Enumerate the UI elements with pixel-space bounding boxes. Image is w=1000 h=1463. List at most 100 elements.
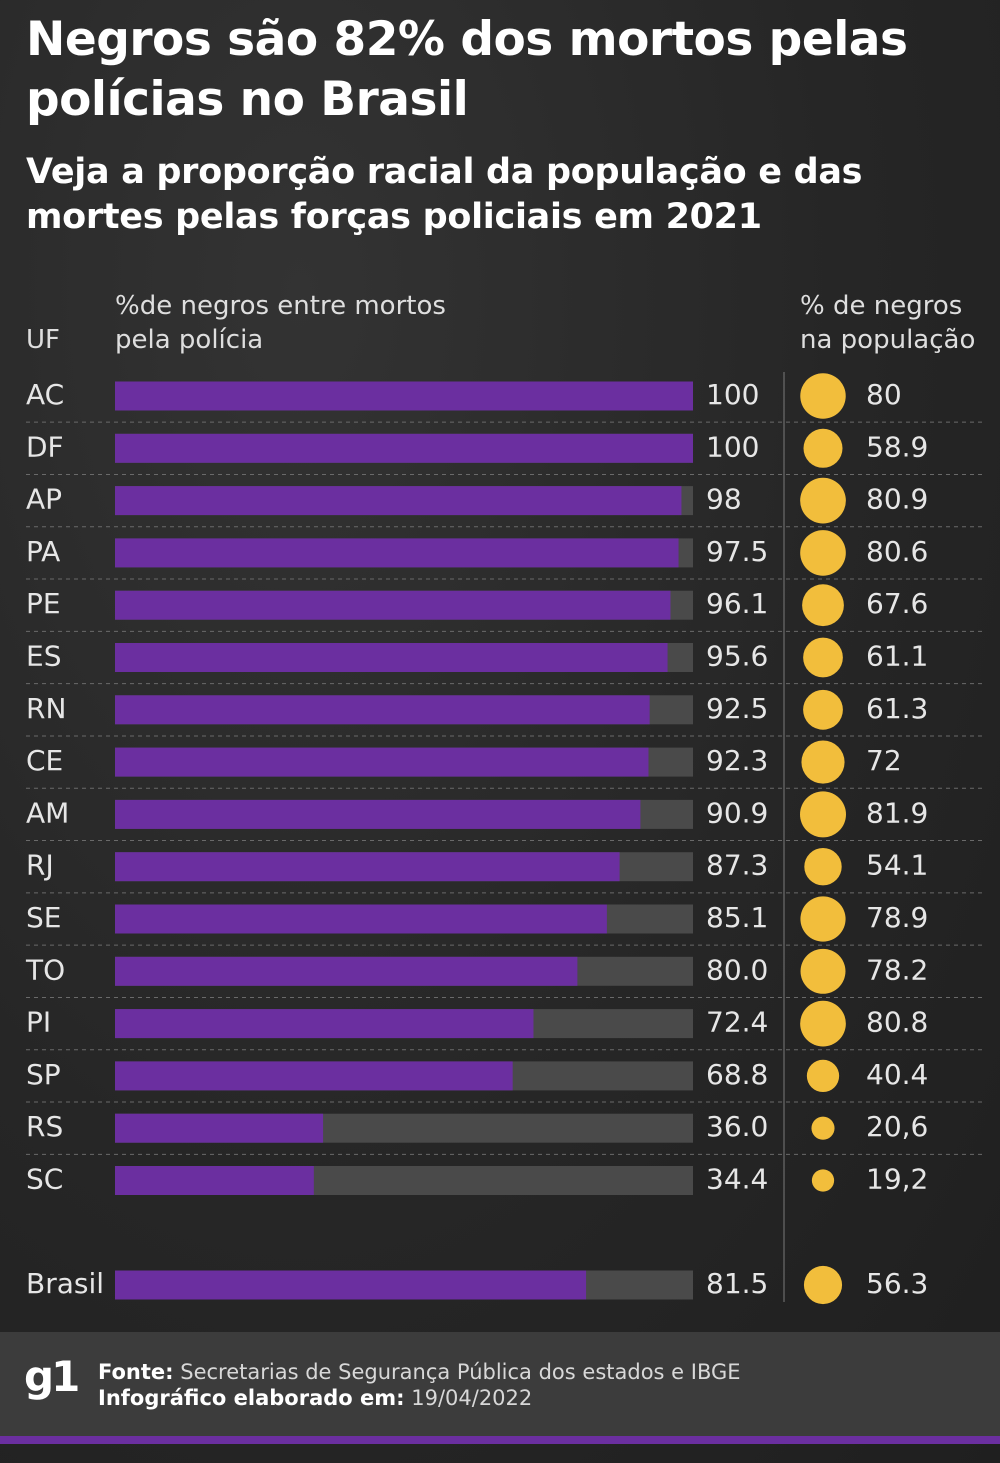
population-value-label: 40.4: [866, 1058, 928, 1091]
bar: [115, 486, 682, 516]
category-label: ES: [26, 640, 61, 673]
bar: [115, 1113, 324, 1143]
bar: [115, 1166, 314, 1195]
population-dot: [803, 1265, 843, 1305]
category-label: AC: [26, 378, 64, 411]
bar: [115, 799, 641, 829]
bar: [115, 747, 649, 777]
category-label: Brasil: [26, 1267, 104, 1300]
population-dot: [800, 896, 846, 942]
population-dot: [803, 637, 843, 678]
g1-logo: g1: [24, 1352, 80, 1401]
category-label: PI: [26, 1006, 51, 1039]
population-value-label: 80: [866, 378, 902, 411]
population-dot: [811, 1116, 835, 1140]
bar: [115, 1270, 587, 1300]
bar-value-label: 90.9: [706, 796, 768, 829]
bar-value-label: 36.0: [706, 1110, 768, 1143]
population-value-label: 80.9: [866, 483, 928, 516]
bar: [115, 590, 671, 620]
population-value-label: 56.3: [866, 1267, 928, 1300]
category-label: AM: [26, 796, 69, 829]
chart-title: Negros são 82% dos mortos pelas polícias…: [26, 12, 908, 127]
category-label: SC: [26, 1163, 63, 1196]
category-label: RN: [26, 692, 66, 725]
population-value-label: 54.1: [866, 849, 928, 882]
bar-value-label: 85.1: [706, 901, 768, 934]
source-label: Fonte:: [98, 1360, 174, 1384]
category-label: CE: [26, 744, 63, 777]
category-label: PA: [26, 535, 60, 568]
bar: [115, 852, 620, 882]
bar: [115, 643, 668, 672]
category-label: DF: [26, 430, 64, 463]
bar-value-label: 81.5: [706, 1267, 768, 1300]
bar: [115, 433, 693, 463]
category-label: TO: [25, 953, 65, 986]
category-label: RS: [26, 1110, 63, 1143]
population-dot: [803, 428, 843, 468]
population-value-label: 78.9: [866, 901, 928, 934]
bar-value-label: 95.6: [706, 640, 768, 673]
source-line: Fonte: Secretarias de Segurança Pública …: [98, 1360, 741, 1384]
population-value-label: 20,6: [866, 1110, 928, 1143]
population-dot: [800, 373, 846, 419]
bar-value-label: 34.4: [706, 1163, 768, 1196]
population-column-header: % de negros na população: [800, 291, 976, 355]
category-label: PE: [26, 587, 61, 620]
bar-value-label: 98: [706, 483, 742, 516]
population-dot: [800, 1000, 846, 1047]
date-line: Infográfico elaborado em: 19/04/2022: [98, 1386, 532, 1410]
uf-column-header: UF: [26, 325, 60, 355]
bar: [115, 538, 679, 568]
population-dot: [801, 740, 845, 784]
bar: [115, 904, 607, 934]
bar: [115, 1009, 534, 1039]
bar-column-header: %de negros entre mortos pela polícia: [115, 291, 446, 355]
bar-value-label: 72.4: [706, 1006, 768, 1039]
source-text: Secretarias de Segurança Pública dos est…: [180, 1360, 741, 1384]
population-value-label: 58.9: [866, 430, 928, 463]
bar-value-label: 92.3: [706, 744, 768, 777]
bar-value-label: 80.0: [706, 953, 768, 986]
population-value-label: 19,2: [866, 1163, 928, 1196]
population-dot: [803, 689, 843, 730]
category-label: SP: [26, 1058, 61, 1091]
category-label: AP: [26, 483, 62, 516]
bar-value-label: 68.8: [706, 1058, 768, 1091]
date-label: Infográfico elaborado em:: [98, 1386, 405, 1410]
category-label: SE: [26, 901, 61, 934]
bar: [115, 695, 650, 725]
population-value-label: 61.3: [866, 692, 928, 725]
population-dot: [800, 791, 846, 838]
population-dot: [800, 948, 846, 994]
bar-value-label: 100: [706, 378, 759, 411]
bar: [115, 381, 693, 411]
population-dot: [800, 477, 846, 524]
population-dot: [804, 848, 842, 886]
population-value-label: 80.8: [866, 1006, 928, 1039]
bar: [115, 956, 578, 986]
footer: [0, 1332, 1000, 1436]
bar-value-label: 97.5: [706, 535, 768, 568]
population-value-label: 81.9: [866, 796, 928, 829]
population-value-label: 78.2: [866, 953, 928, 986]
date-text: 19/04/2022: [411, 1386, 533, 1410]
bar-value-label: 96.1: [706, 587, 768, 620]
population-dot: [802, 584, 844, 627]
footer-accent-line: [0, 1436, 1000, 1444]
population-value-label: 72: [866, 744, 902, 777]
bar: [115, 1061, 513, 1091]
population-value-label: 80.6: [866, 535, 928, 568]
population-value-label: 67.6: [866, 587, 928, 620]
bar-value-label: 92.5: [706, 692, 768, 725]
bar-value-label: 87.3: [706, 849, 768, 882]
population-dot: [811, 1169, 835, 1192]
population-dot: [800, 530, 846, 576]
population-dot: [806, 1059, 840, 1093]
category-label: RJ: [26, 849, 54, 882]
chart-subtitle: Veja a proporção racial da população e d…: [26, 152, 863, 237]
bar-value-label: 100: [706, 430, 759, 463]
